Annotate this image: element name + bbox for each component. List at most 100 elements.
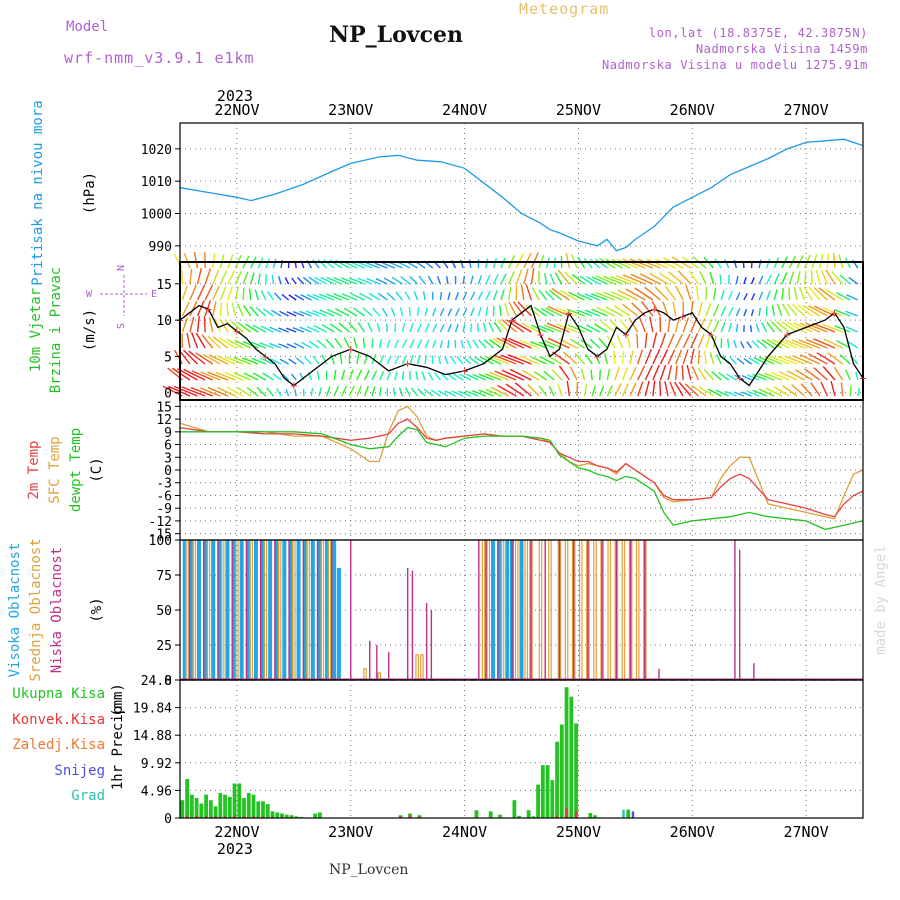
wind-arrow <box>312 309 327 317</box>
wind-arrow <box>494 370 517 381</box>
wind-arrow <box>233 372 251 381</box>
wind-arrow <box>347 322 358 333</box>
wind-arrow <box>357 261 373 269</box>
model-label: Model <box>66 19 109 35</box>
wind-arrow <box>212 336 229 349</box>
cloud-high-bar <box>268 540 273 680</box>
temperature-ytick-label: -12 <box>149 515 172 530</box>
wind-arrow <box>758 307 762 317</box>
wind-arrow <box>333 369 337 381</box>
cloud-high-bar <box>498 540 503 680</box>
wind-arrow <box>606 335 616 349</box>
wind-arrow <box>282 373 290 381</box>
wind-arrow <box>793 322 813 333</box>
wind-arrow <box>274 292 282 301</box>
cloud-low-bar <box>231 540 233 680</box>
wind-speed-marker: + <box>508 313 515 327</box>
cloud-low-bar <box>331 540 333 680</box>
wind-arrow <box>450 356 457 365</box>
wind-arrow <box>242 357 259 365</box>
wind-arrow <box>392 387 396 397</box>
wind-arrow <box>439 307 445 317</box>
wind-arrow <box>598 337 608 349</box>
cloud-axis-title-3: Niska Oblacnost <box>49 547 65 673</box>
wind-arrow <box>416 307 420 317</box>
wind-arrow <box>447 340 450 349</box>
wind-speed-marker: + <box>783 328 790 342</box>
precip-total-bar <box>261 801 265 818</box>
wind-arrow <box>286 311 297 317</box>
wind-arrow <box>699 271 707 285</box>
wind-arrow <box>580 368 586 381</box>
wind-arrow <box>242 340 259 349</box>
wind-arrow <box>735 308 741 317</box>
wind-arrow <box>776 321 790 333</box>
wind-arrow <box>791 339 813 349</box>
wind-arrow <box>216 355 236 365</box>
wind-arrow <box>586 276 601 285</box>
wind-arrow <box>208 354 229 365</box>
precip-total-bar <box>246 792 251 818</box>
wind-arrow <box>312 355 320 365</box>
wind-arrow <box>447 308 453 317</box>
wind-arrow <box>485 306 489 317</box>
wind-arrow <box>424 307 428 317</box>
wind-arrow <box>266 387 274 397</box>
date-label-bottom: 25NOV <box>556 823 601 841</box>
cloud-mid-bar <box>635 539 640 681</box>
wind-arrow <box>576 309 593 317</box>
wind-arrow <box>186 332 191 349</box>
wind-arrow <box>427 275 434 285</box>
wind-arrow <box>517 301 532 317</box>
precip-legend-item: Grad <box>71 788 105 804</box>
precip-total-bar <box>284 814 289 818</box>
precip-total-bar <box>474 810 479 818</box>
wind-arrow <box>486 356 502 365</box>
wind-arrow <box>549 289 563 301</box>
wind-arrow <box>802 304 821 317</box>
wind-arrow <box>454 308 460 317</box>
cloud-low-bar <box>188 540 191 680</box>
wind-arrow <box>281 293 290 301</box>
wind-arrow <box>827 352 844 365</box>
temp-axis-title-3: dewpt Temp <box>68 428 84 512</box>
wind-arrow <box>215 371 236 381</box>
wind-arrow <box>845 310 859 317</box>
wind-arrow <box>840 382 844 397</box>
precip-total-bar <box>550 780 555 818</box>
wind-arrow <box>249 306 259 317</box>
wind-arrow <box>704 350 707 365</box>
precip-total-bar <box>588 812 593 818</box>
wind-axis-title-1: 10m Vjetar <box>28 288 44 372</box>
wind-arrow <box>629 258 654 269</box>
precip-total-bar <box>313 813 318 818</box>
wind-arrow <box>212 269 220 285</box>
wind-arrow <box>254 289 259 301</box>
cloud-high-bar <box>182 540 187 680</box>
wind-arrow <box>272 258 277 269</box>
wind-arrow <box>825 289 843 301</box>
wind-arrow <box>525 284 533 301</box>
wind-arrow <box>386 339 391 349</box>
wind-arrow <box>321 354 328 365</box>
wind-arrow <box>659 332 667 349</box>
cloud-mid-bar <box>415 654 419 681</box>
wind-arrow <box>795 369 813 381</box>
wind-arrow <box>686 364 692 381</box>
wind-ytick-label: 10 <box>156 314 172 329</box>
wind-arrow <box>338 322 350 333</box>
wind-arrow <box>833 366 844 381</box>
wind-arrow <box>468 356 479 365</box>
date-label-top: 25NOV <box>556 101 601 119</box>
wind-arrow <box>390 307 396 317</box>
wind-arrow <box>415 371 419 381</box>
precip-legend-item: Zaledj.Kisa <box>12 737 105 753</box>
precip-total-bar <box>199 803 204 818</box>
wind-arrow <box>356 369 363 381</box>
wind-arrow <box>494 354 517 365</box>
wind-arrow <box>677 270 692 285</box>
wind-arrow <box>621 383 630 397</box>
wind-arrow <box>208 317 214 333</box>
wind-arrow <box>613 350 616 365</box>
wind-speed-marker: + <box>736 371 743 385</box>
